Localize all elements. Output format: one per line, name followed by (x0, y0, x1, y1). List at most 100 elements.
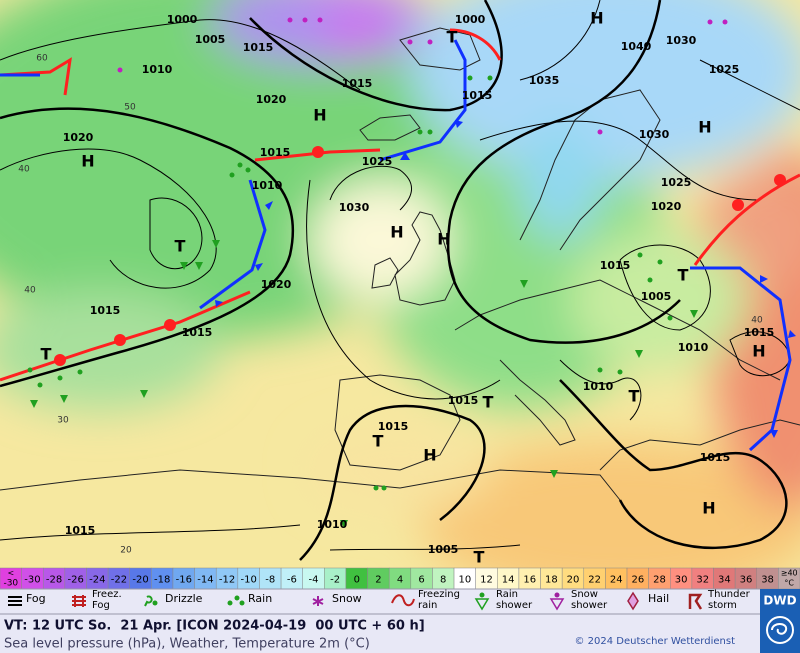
scale-label: -28 (46, 575, 62, 586)
latitude-label: 20 (120, 546, 132, 556)
legend-icon (144, 595, 158, 607)
isobar-label: 1025 (362, 155, 393, 168)
description: Sea level pressure (hPa), Weather, Tempe… (4, 637, 370, 652)
isobar-label: 1020 (63, 131, 94, 144)
icon-part (549, 598, 565, 611)
scale-label: 8 (440, 575, 446, 586)
pressure-system: T (474, 548, 485, 567)
scale-label: 12 (480, 575, 493, 586)
scale-label: 4 (397, 575, 403, 586)
scale-label: -12 (219, 575, 235, 586)
pressure-system: T (629, 387, 640, 406)
scale-label: °C (784, 579, 794, 588)
legend-label: Fog (92, 600, 110, 611)
latitude-label: 40 (751, 316, 763, 326)
isobar-label: 1020 (261, 278, 292, 291)
isobar-label: 1015 (378, 420, 409, 433)
legend-label: Fog (26, 592, 46, 605)
scale-label: -22 (111, 575, 127, 586)
pressure-system: T (41, 345, 52, 364)
scale-label: -18 (154, 575, 170, 586)
temperature-field (0, 0, 800, 568)
scale-label: 6 (418, 575, 424, 586)
icon-part (239, 600, 245, 606)
pressure-system: H (423, 446, 436, 465)
legend-label: shower (571, 600, 608, 611)
scale-label: -6 (287, 575, 297, 586)
scale-label: < (7, 569, 14, 578)
temperature-scale: <-30 -30 -28 -26 -24 -22 -20 -18 -16 -14 -12 -10 -8-… (0, 567, 800, 590)
isobar-label: 1005 (428, 543, 459, 556)
scale-label: -24 (89, 575, 105, 586)
latitude-label: 30 (57, 416, 69, 426)
pressure-system: H (313, 106, 326, 125)
icon-part (152, 600, 158, 606)
legend-label: Freez. (92, 589, 122, 600)
legend-icon (8, 596, 22, 606)
legend-icon (72, 595, 86, 607)
icon-part (688, 593, 703, 610)
pressure-system: H (698, 118, 711, 137)
icon-part (72, 595, 86, 607)
pressure-system: H (390, 223, 403, 242)
scale-label: -30 (3, 579, 18, 589)
legend-label: Hail (648, 592, 669, 605)
scale-label: 24 (610, 575, 623, 586)
isobar-label: 1005 (195, 33, 226, 46)
icon-part (227, 600, 233, 606)
copyright: © 2024 Deutscher Wetterdienst (574, 636, 735, 647)
legend-icon (391, 594, 415, 607)
scale-label: 18 (545, 575, 558, 586)
legend-label: Rain (248, 592, 272, 605)
isobar-label: 1015 (744, 326, 775, 339)
scale-label: -30 (24, 575, 40, 586)
legend-label: shower (496, 600, 533, 611)
isobar-label: 1015 (462, 89, 493, 102)
pressure-system: T (447, 28, 458, 47)
legend-label: Snow (332, 592, 362, 605)
isobar-label: 1030 (639, 128, 670, 141)
pressure-system: T (678, 266, 689, 285)
legend-label: Freezing (418, 589, 460, 600)
scale-label: 14 (502, 575, 515, 586)
scale-label: -16 (176, 575, 192, 586)
scale-label: -4 (309, 575, 319, 586)
legend-icon (227, 595, 245, 606)
legend-label: Rain (496, 589, 518, 600)
pressure-system: H (590, 9, 603, 28)
icon-part (144, 595, 153, 607)
legend-icon (474, 592, 490, 611)
isobars (0, 0, 800, 561)
scale-label: -26 (68, 575, 84, 586)
latitude-label: 40 (18, 165, 30, 175)
pressure-system: T (373, 432, 384, 451)
pressure-system: H (702, 499, 715, 518)
legend-label: Thunder (707, 589, 751, 600)
scale-label: ≥40 (781, 569, 798, 578)
scale-label: 2 (375, 575, 381, 586)
isobar-label: 1020 (256, 93, 287, 106)
scale-label: 20 (567, 575, 580, 586)
scale-label: 0 (354, 575, 360, 586)
isobar-label: 1010 (678, 341, 709, 354)
scale-label: 36 (740, 575, 753, 586)
fronts (0, 28, 800, 452)
legend-icon (312, 596, 324, 606)
isobar-label: 1015 (90, 304, 121, 317)
weather-symbols (27, 17, 728, 528)
latitude-label: 40 (24, 286, 36, 296)
icon-part (479, 592, 485, 598)
isobar-label: 1015 (700, 451, 731, 464)
valid-time: VT: 12 UTC So. 21 Apr. [ICON 2024-04-19 … (4, 619, 425, 634)
legend-label: storm (708, 600, 737, 611)
isobar-label: 1015 (260, 146, 291, 159)
legend-label: rain (418, 600, 437, 611)
isobar-label: 1020 (651, 200, 682, 213)
scale-label: -8 (265, 575, 275, 586)
icon-part (474, 598, 490, 611)
pressure-system: H (81, 152, 94, 171)
icon-part (554, 592, 560, 598)
scale-label: 10 (458, 575, 471, 586)
